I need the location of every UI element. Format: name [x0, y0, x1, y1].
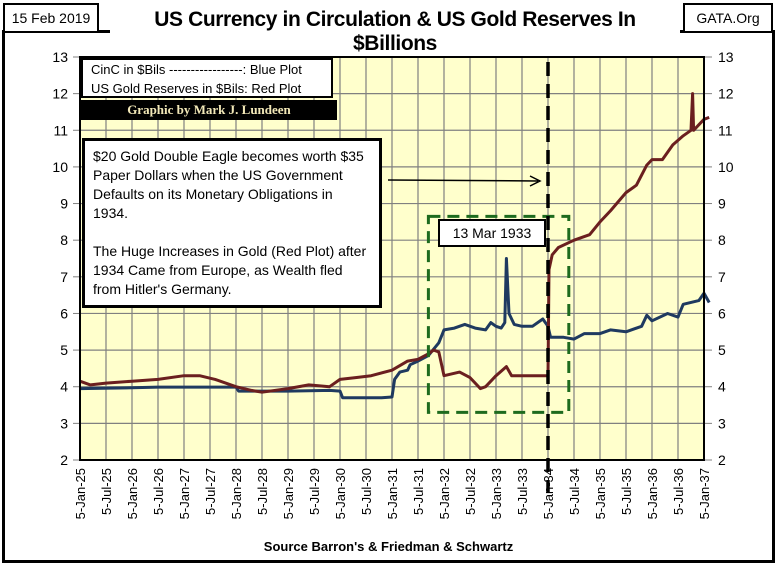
y-tick-label-right: 8: [718, 232, 726, 248]
series-gold-line: [79, 92, 710, 394]
y-tick-label-left: 13: [52, 49, 68, 65]
x-tick-label: 5-Jul-33: [515, 468, 530, 515]
x-tick-label: 5-Jan-31: [385, 468, 400, 519]
y-tick-label-right: 5: [718, 342, 726, 358]
x-tick-label: 5-Jul-28: [255, 468, 270, 515]
x-tick-label: 5-Jan-29: [281, 468, 296, 519]
x-tick-label: 5-Jul-31: [411, 468, 426, 515]
source-label: Source Barron's & Friedman & Schwartz: [263, 539, 514, 554]
y-tick-label-left: 2: [60, 452, 68, 468]
x-tick-label: 5-Jan-33: [489, 468, 504, 519]
x-tick-label: 5-Jul-34: [567, 468, 582, 515]
y-tick-label-left: 3: [60, 415, 68, 431]
plot-border: [79, 56, 705, 461]
y-tick-label-left: 8: [60, 232, 68, 248]
x-tick-label: 5-Jan-26: [125, 468, 140, 519]
legend: CinC in $Bils -----------------: Blue Pl…: [81, 58, 333, 98]
credit-banner: Graphic by Mark J. Lundeen: [81, 100, 337, 120]
y-tick-label-left: 5: [60, 342, 68, 358]
x-tick-label: 5-Jul-29: [307, 468, 322, 515]
highlight-box: [426, 214, 571, 414]
y-tick-label-left: 7: [60, 269, 68, 285]
arrow-head-icon: [529, 175, 542, 187]
series-group: [79, 92, 711, 400]
site-box: GATA.Org: [683, 3, 773, 33]
x-tick-label: 5-Jan-35: [593, 468, 608, 519]
x-tick-label: 5-Jul-25: [99, 468, 114, 515]
y-tick-label-right: 6: [718, 305, 726, 321]
y-tick-label-right: 2: [718, 452, 726, 468]
y-tick-label-right: 7: [718, 269, 726, 285]
series-currency-line: [79, 257, 711, 400]
y-tick-label-right: 3: [718, 415, 726, 431]
x-tick-label: 5-Jan-34: [541, 468, 556, 519]
x-tick-label: 5-Jan-28: [229, 468, 244, 519]
x-tick-label: 5-Jan-25: [73, 468, 88, 519]
note-paragraph-2: The Huge Increases in Gold (Red Plot) af…: [93, 243, 367, 297]
left-y-axis: 2 3 4 5 6 7 8 9 10 11 12 13: [52, 49, 80, 468]
x-tick-label: 5-Jan-32: [437, 468, 452, 519]
x-tick-label: 5-Jul-30: [359, 468, 374, 515]
x-tick-label: 5-Jul-35: [619, 468, 634, 515]
legend-entry-currency: CinC in $Bils -----------------: Blue Pl…: [91, 62, 302, 77]
event-date-label: 13 Mar 1933: [438, 219, 546, 247]
legend-entry-gold: US Gold Reserves in $Bils: Red Plot: [91, 81, 302, 96]
y-tick-label-left: 9: [60, 196, 68, 212]
x-tick-label: 5-Jan-36: [645, 468, 660, 519]
x-tick-label: 5-Jan-30: [333, 468, 348, 519]
note-paragraph-1: $20 Gold Double Eagle becomes worth $35 …: [93, 148, 364, 221]
y-tick-label-left: 10: [52, 159, 68, 175]
y-tick-label-left: 11: [53, 122, 68, 138]
y-tick-label-right: 11: [718, 122, 733, 138]
x-tick-label: 5-Jan-27: [177, 468, 192, 519]
y-tick-label-right: 9: [718, 196, 726, 212]
y-tick-label-right: 4: [718, 379, 726, 395]
arrow-shaft: [387, 179, 539, 182]
y-tick-label-left: 6: [60, 305, 68, 321]
x-axis: 5-Jan-25 5-Jul-25 5-Jan-26 5-Jul-26 5-Jan-27…: [73, 468, 712, 519]
y-tick-label-right: 10: [718, 159, 734, 175]
date-box: 15 Feb 2019: [3, 3, 99, 33]
y-tick-label-right: 13: [718, 49, 734, 65]
y-tick-label-left: 12: [52, 86, 68, 102]
y-tick-label-left: 4: [60, 379, 68, 395]
x-tick-label: 5-Jul-26: [151, 468, 166, 515]
y-tick-label-right: 12: [718, 86, 734, 102]
right-y-axis: 2 3 4 5 6 7 8 9 10 11 12 13: [704, 49, 734, 468]
x-tick-label: 5-Jul-27: [203, 468, 218, 515]
x-tick-label: 5-Jul-32: [463, 468, 478, 515]
x-tick-label: 5-Jul-36: [671, 468, 686, 515]
arrow: [387, 175, 542, 187]
annotation-note: $20 Gold Double Eagle becomes worth $35 …: [82, 138, 382, 308]
chart-title: US Currency in Circulation & US Gold Res…: [110, 8, 680, 56]
x-tick-label: 5-Jan-37: [697, 468, 712, 519]
